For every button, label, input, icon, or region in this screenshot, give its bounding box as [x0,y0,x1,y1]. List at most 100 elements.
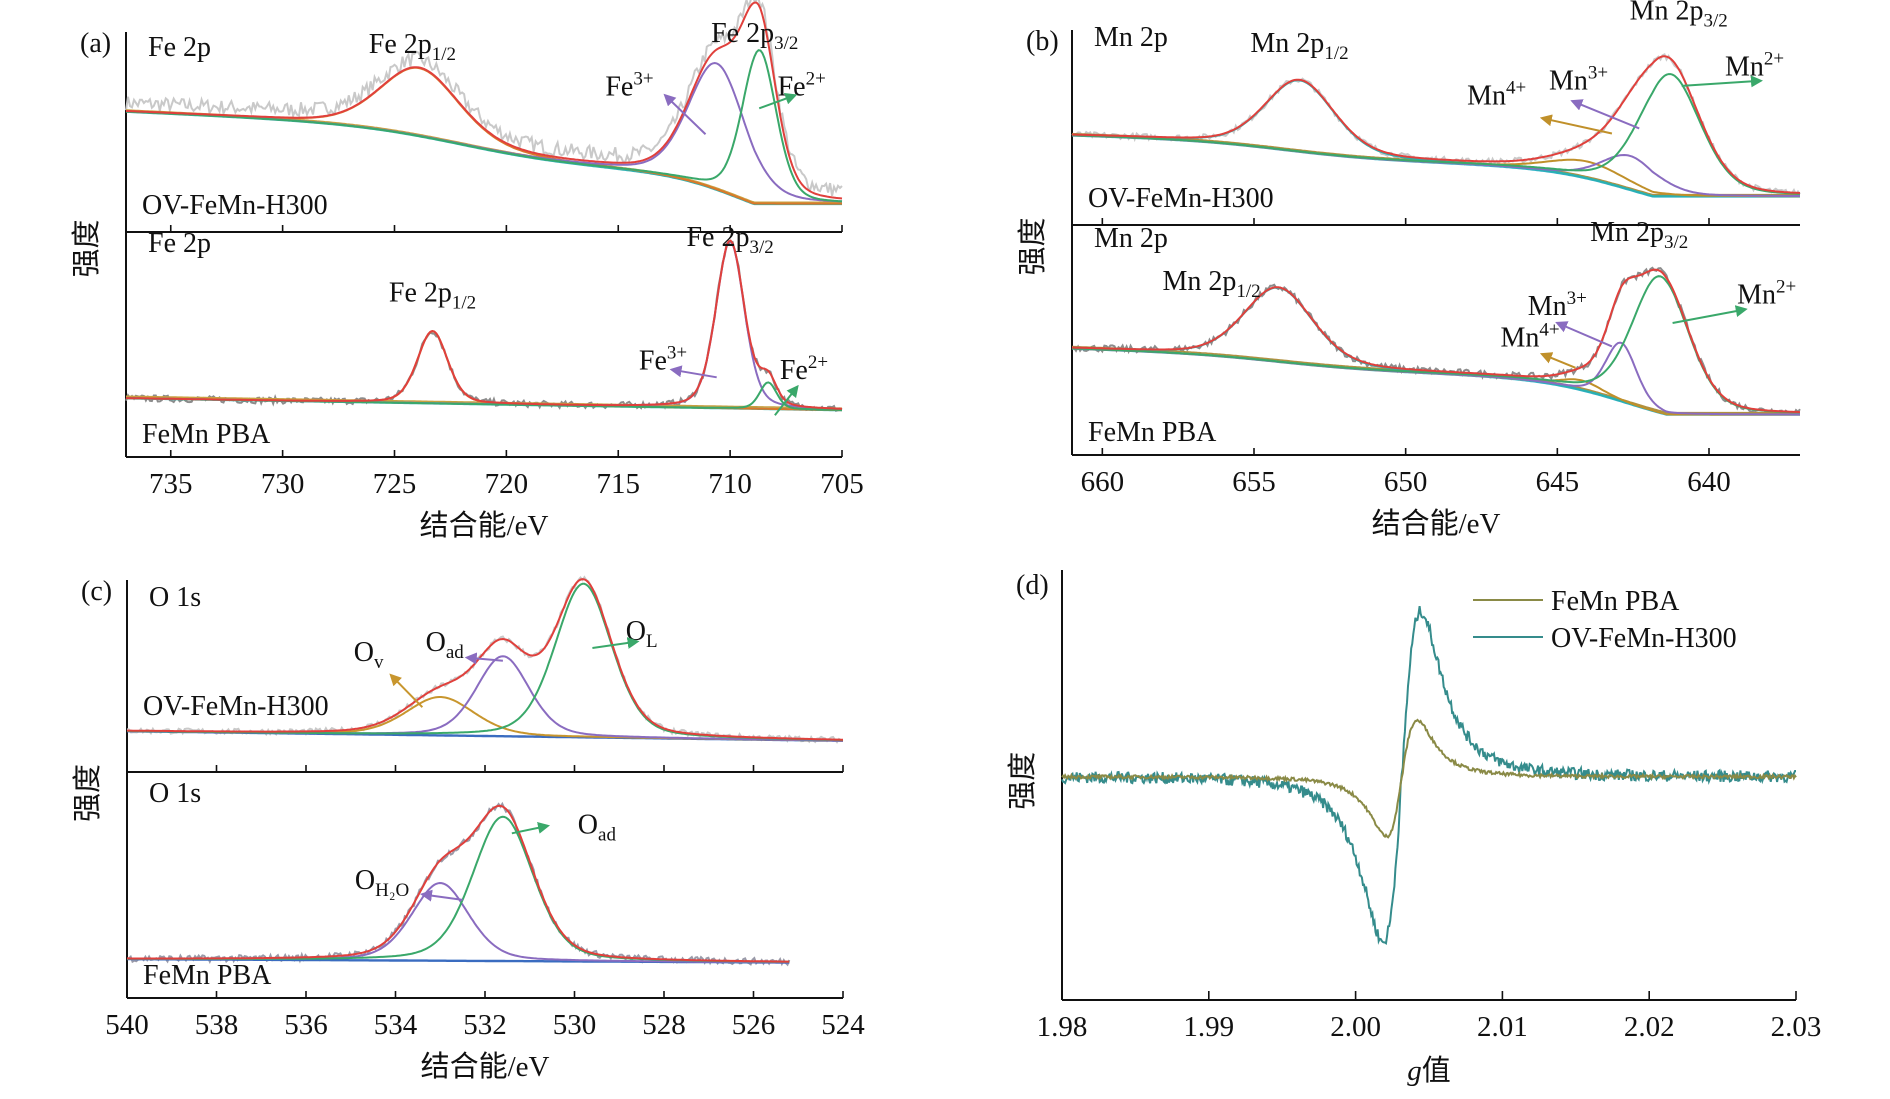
label-arrow [1539,114,1613,135]
subplot-upper: Mn 2p OV-FeMn-H300 Mn 2p1/2 Mn 2p3/2 Mn4+ Mn3… [1071,0,1801,214]
peak-label: Fe 2p1/2 [389,277,476,313]
peak-label: Ov [354,637,384,673]
peak-label: Fe2+ [778,68,826,102]
x-tick-label: 640 [1687,466,1731,498]
envelope-fit-line [127,578,843,741]
raw-data-line [126,801,791,967]
peak-label: Mn 2p1/2 [1162,266,1260,302]
label-arrow [758,92,798,110]
x-tick-label: 536 [284,1009,328,1041]
peak-fe3- [125,61,843,203]
panel-d: 1.98 1.99 2.00 2.01 2.02 2.03 g值 强度 (d) FeMn PBA O… [1006,570,1821,1087]
x-tick-label: 538 [195,1009,239,1041]
x-axis-title: 结合能/eV [421,1050,550,1083]
panel-label: (b) [1026,26,1059,57]
x-tick-label: 725 [373,468,417,500]
subplot-lower: Mn 2p FeMn PBA Mn 2p1/2 Mn 2p3/2 Mn4+Mn3+ Mn2… [1071,217,1801,448]
legend-label: FeMn PBA [1551,586,1680,617]
series-femn-pba [1061,718,1797,839]
panel-label: (a) [80,28,111,59]
x-axis-title: 结合能/eV [420,509,549,542]
envelope-fit-line [125,1,843,200]
panel-a: 735 730 725 720 715 710 705 结合能/eV 强度 (a) Fe 2p OV-… [70,0,864,542]
panel-b: 660 655 650 645 640 结合能/eV 强度 (b) Mn 2p OV-FeMn-H… [1016,0,1801,540]
peak-label: Oad [578,809,617,845]
x-tick-label: 705 [820,468,864,500]
peak-label: Fe3+ [639,343,687,377]
legend: FeMn PBA OV-FeMn-H300 [1473,586,1737,654]
x-tick-label: 660 [1081,466,1125,498]
sample-label: FeMn PBA [142,419,271,450]
peak-label: Mn2+ [1725,49,1784,83]
envelope-fit-line [1071,55,1801,194]
peak-fe2- [125,49,843,203]
raw-data-line [125,240,843,413]
x-tick-label: 526 [732,1009,776,1041]
x-tick-label: 540 [105,1009,149,1041]
raw-data-line [125,0,843,197]
x-tick-label: 730 [261,468,305,500]
region-label: Fe 2p [148,32,211,63]
panel-c: 540 538 536 534 532 530 528 526 524 结合能/eV 强度 (c) O … [71,575,865,1083]
sample-label: FeMn PBA [143,960,272,991]
peak-label: Mn4+ [1467,78,1526,112]
envelope-fit-line [1071,268,1801,414]
x-tick-label: 735 [149,468,193,500]
peak-mn4- [1071,347,1800,416]
subplot-lower: Fe 2p FeMn PBA Fe 2p1/2 Fe 2p3/2 Fe3+ Fe2+ [125,222,843,450]
region-label: Fe 2p [148,228,211,259]
x-axis-title: g值 [1407,1054,1451,1087]
x-axis-title: 结合能/eV [1372,507,1501,540]
peak-label: OH₂O [355,865,409,901]
x-tick-label: 645 [1536,466,1580,498]
subplot-lower: O 1s FeMn PBA OH₂O Oad [126,778,791,991]
label-arrow [1681,75,1763,88]
x-tick-label: 532 [463,1009,507,1041]
sample-label: FeMn PBA [1088,417,1217,448]
x-tick-label: 715 [597,468,641,500]
peak-label: Mn 2p3/2 [1590,217,1688,253]
label-arrow [1555,321,1613,348]
x-tick-label: 534 [374,1009,418,1041]
label-arrow [1539,352,1576,369]
x-tick-label: 2.01 [1477,1011,1528,1043]
peak-label: Mn4+ [1500,319,1559,353]
envelope-fit-line [126,239,843,410]
region-label: O 1s [149,582,201,613]
peak-label: Mn 2p3/2 [1630,0,1728,32]
y-axis-title: 强度 [70,219,103,277]
y-axis-title: 强度 [71,764,104,822]
peak-oad [127,815,790,963]
x-tick-label: 710 [708,468,752,500]
envelope-fit-line [127,804,790,963]
x-tick-label: 2.00 [1330,1011,1381,1043]
y-axis-title: 强度 [1016,217,1049,275]
region-label: O 1s [149,778,201,809]
peak-label: Mn 2p1/2 [1250,28,1348,64]
peak-label: Mn2+ [1737,277,1796,311]
peak-label: Fe3+ [605,68,653,102]
x-tick-label: 528 [642,1009,686,1041]
peak-fe3- [126,239,843,411]
x-tick-label: 655 [1232,466,1276,498]
peak-label: Fe 2p3/2 [686,222,773,258]
peak-mn2- [1072,73,1800,195]
panel-label: (c) [81,576,112,607]
peak-label: Oad [426,627,465,663]
label-arrow [1672,305,1748,324]
label-arrow [464,652,503,665]
x-tick-label: 2.02 [1624,1011,1675,1043]
subplot-upper: O 1s OV-FeMn-H300 Ov Oad OL [126,575,844,744]
background-line [1071,347,1800,416]
sample-label: OV-FeMn-H300 [142,190,328,221]
region-label: Mn 2p [1094,22,1168,53]
subplot-upper: Fe 2p OV-FeMn-H300 Fe 2p1/2 Fe 2p3/2 Fe3+ Fe2… [125,0,843,221]
label-arrow [669,365,717,379]
sample-label: OV-FeMn-H300 [1088,183,1274,214]
x-tick-label: 650 [1384,466,1428,498]
x-tick-label: 2.03 [1771,1011,1822,1043]
peak-label: OL [626,616,658,652]
peak-oh2o [127,881,790,964]
y-axis-title: 强度 [1006,752,1039,810]
